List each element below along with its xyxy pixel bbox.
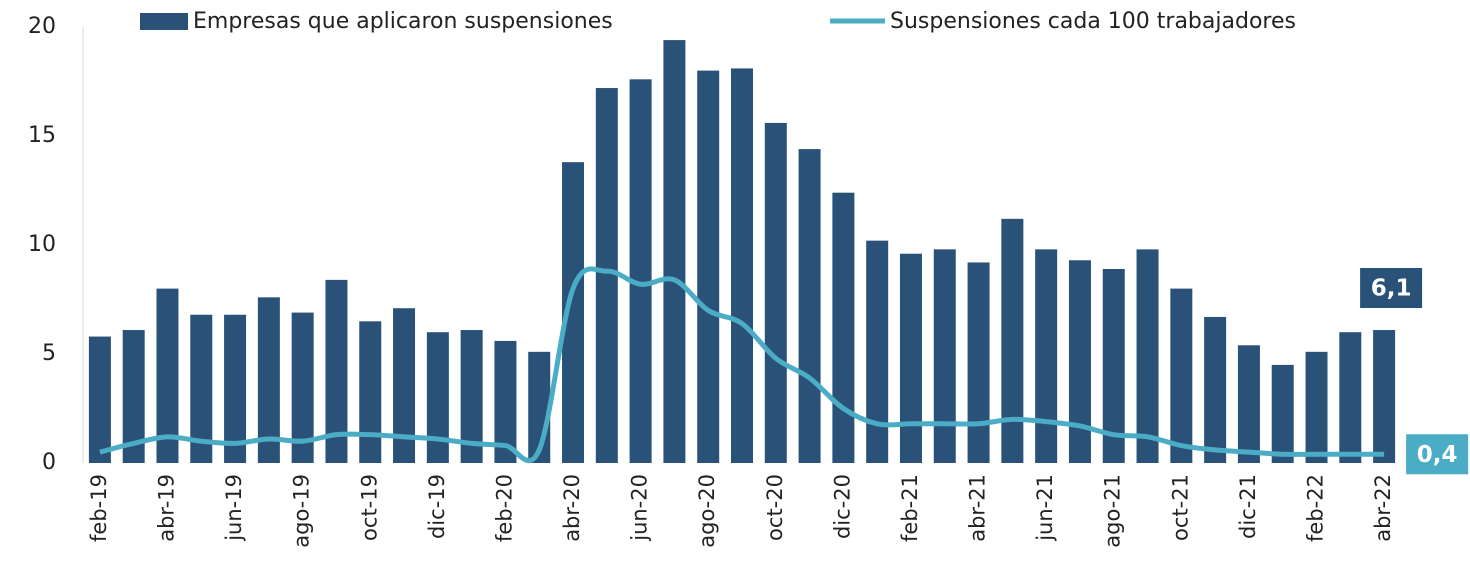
x-tick-label: abr-22	[1371, 474, 1395, 542]
bar	[1035, 249, 1058, 463]
bar	[291, 312, 314, 463]
x-tick-label: dic-21	[1236, 474, 1260, 539]
x-tick-label: feb-22	[1304, 474, 1328, 542]
x-tick-label: abr-21	[966, 474, 990, 542]
bar	[663, 40, 686, 464]
x-tick-label: ago-20	[695, 474, 719, 548]
y-tick-label: 20	[28, 14, 56, 39]
legend-swatch	[140, 13, 188, 30]
bar	[1068, 260, 1091, 463]
bar	[1305, 351, 1328, 463]
x-tick-label: abr-20	[560, 474, 584, 542]
bar	[257, 297, 280, 463]
x-tick-label: jun-20	[628, 474, 652, 542]
bar	[88, 336, 111, 463]
bar	[595, 88, 618, 463]
x-tick-label: oct-20	[763, 474, 787, 541]
bar	[866, 240, 889, 463]
x-tick-label: dic-19	[425, 474, 449, 539]
bar	[426, 332, 449, 463]
x-tick-label: jun-21	[1033, 474, 1057, 542]
bar	[1102, 268, 1125, 463]
x-tick-label: oct-19	[357, 474, 381, 541]
bar	[764, 122, 787, 464]
x-tick-label: abr-19	[154, 474, 178, 542]
bar	[731, 68, 753, 464]
bar	[1373, 330, 1396, 463]
bar	[122, 330, 145, 463]
bar	[798, 149, 821, 463]
bar	[359, 321, 382, 463]
legend-label: Empresas que aplicaron suspensiones	[193, 9, 613, 34]
x-tick-label: oct-21	[1168, 474, 1192, 541]
bar	[562, 162, 585, 463]
bar	[460, 330, 483, 463]
bar	[967, 262, 990, 463]
y-tick-label: 15	[28, 123, 56, 148]
legend-label: Suspensiones cada 100 trabajadores	[890, 9, 1296, 34]
bar	[697, 70, 720, 463]
data-label: 6,1	[1371, 276, 1412, 302]
x-tick-label: ago-19	[290, 474, 314, 548]
data-label-box	[1406, 434, 1469, 475]
data-label-box	[1360, 268, 1423, 309]
bar	[1136, 249, 1159, 463]
x-tick-label: feb-19	[87, 474, 111, 542]
x-tick-label: feb-20	[492, 474, 516, 542]
x-tick-label: feb-21	[898, 474, 922, 542]
bar	[629, 79, 652, 463]
bar	[494, 340, 517, 463]
bar	[1237, 345, 1260, 463]
y-tick-label: 5	[42, 341, 56, 366]
y-tick-label: 10	[28, 232, 56, 257]
bar	[325, 279, 348, 463]
bar	[156, 288, 179, 463]
x-tick-label: dic-20	[830, 474, 854, 539]
bar	[190, 314, 213, 463]
bar	[832, 192, 855, 463]
bar	[933, 249, 956, 463]
bar	[1170, 288, 1193, 463]
bar	[899, 253, 922, 463]
bar	[1271, 364, 1294, 463]
bar	[393, 308, 416, 463]
x-tick-label: jun-19	[222, 474, 246, 542]
bar	[224, 314, 247, 463]
data-label: 0,4	[1417, 442, 1458, 468]
bar	[1339, 332, 1362, 463]
bar	[1001, 218, 1024, 463]
bar	[1204, 316, 1227, 463]
line	[99, 266, 1385, 464]
x-tick-label: ago-21	[1101, 474, 1125, 548]
y-tick-label: 0	[42, 450, 56, 475]
